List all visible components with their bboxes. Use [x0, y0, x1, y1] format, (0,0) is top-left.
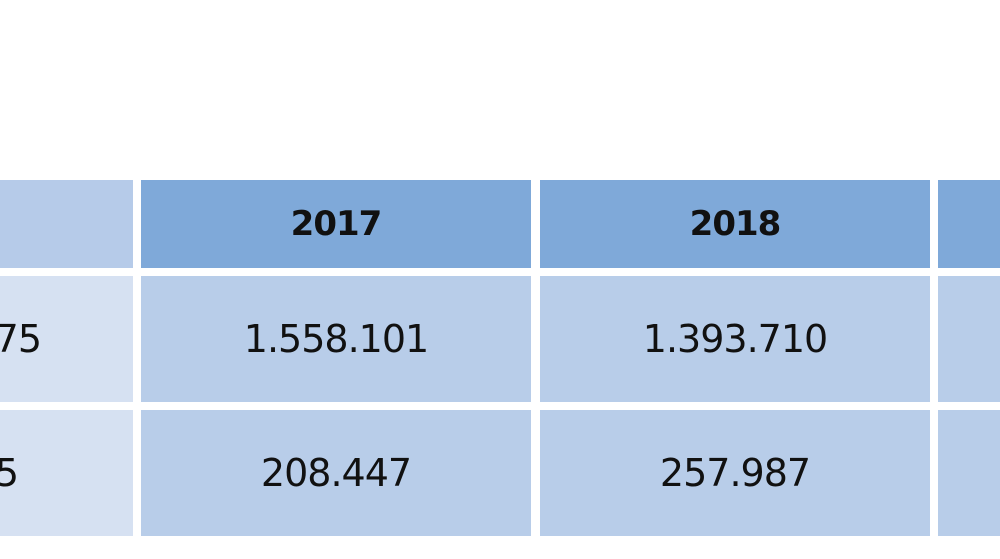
table-cell: 1.393.710: [540, 276, 930, 402]
header-cell: 2017: [141, 180, 531, 268]
table-cell: 257.987: [540, 410, 930, 536]
table-cell: [938, 276, 1000, 402]
header-cell: 2018: [540, 180, 930, 268]
header-cell: [0, 180, 133, 268]
table-cell: 5: [0, 410, 133, 536]
table-cell: 1.558.101: [141, 276, 531, 402]
table-cell: 75: [0, 276, 133, 402]
header-cell: [938, 180, 1000, 268]
table-cell: 208.447: [141, 410, 531, 536]
table-cell: [938, 410, 1000, 536]
